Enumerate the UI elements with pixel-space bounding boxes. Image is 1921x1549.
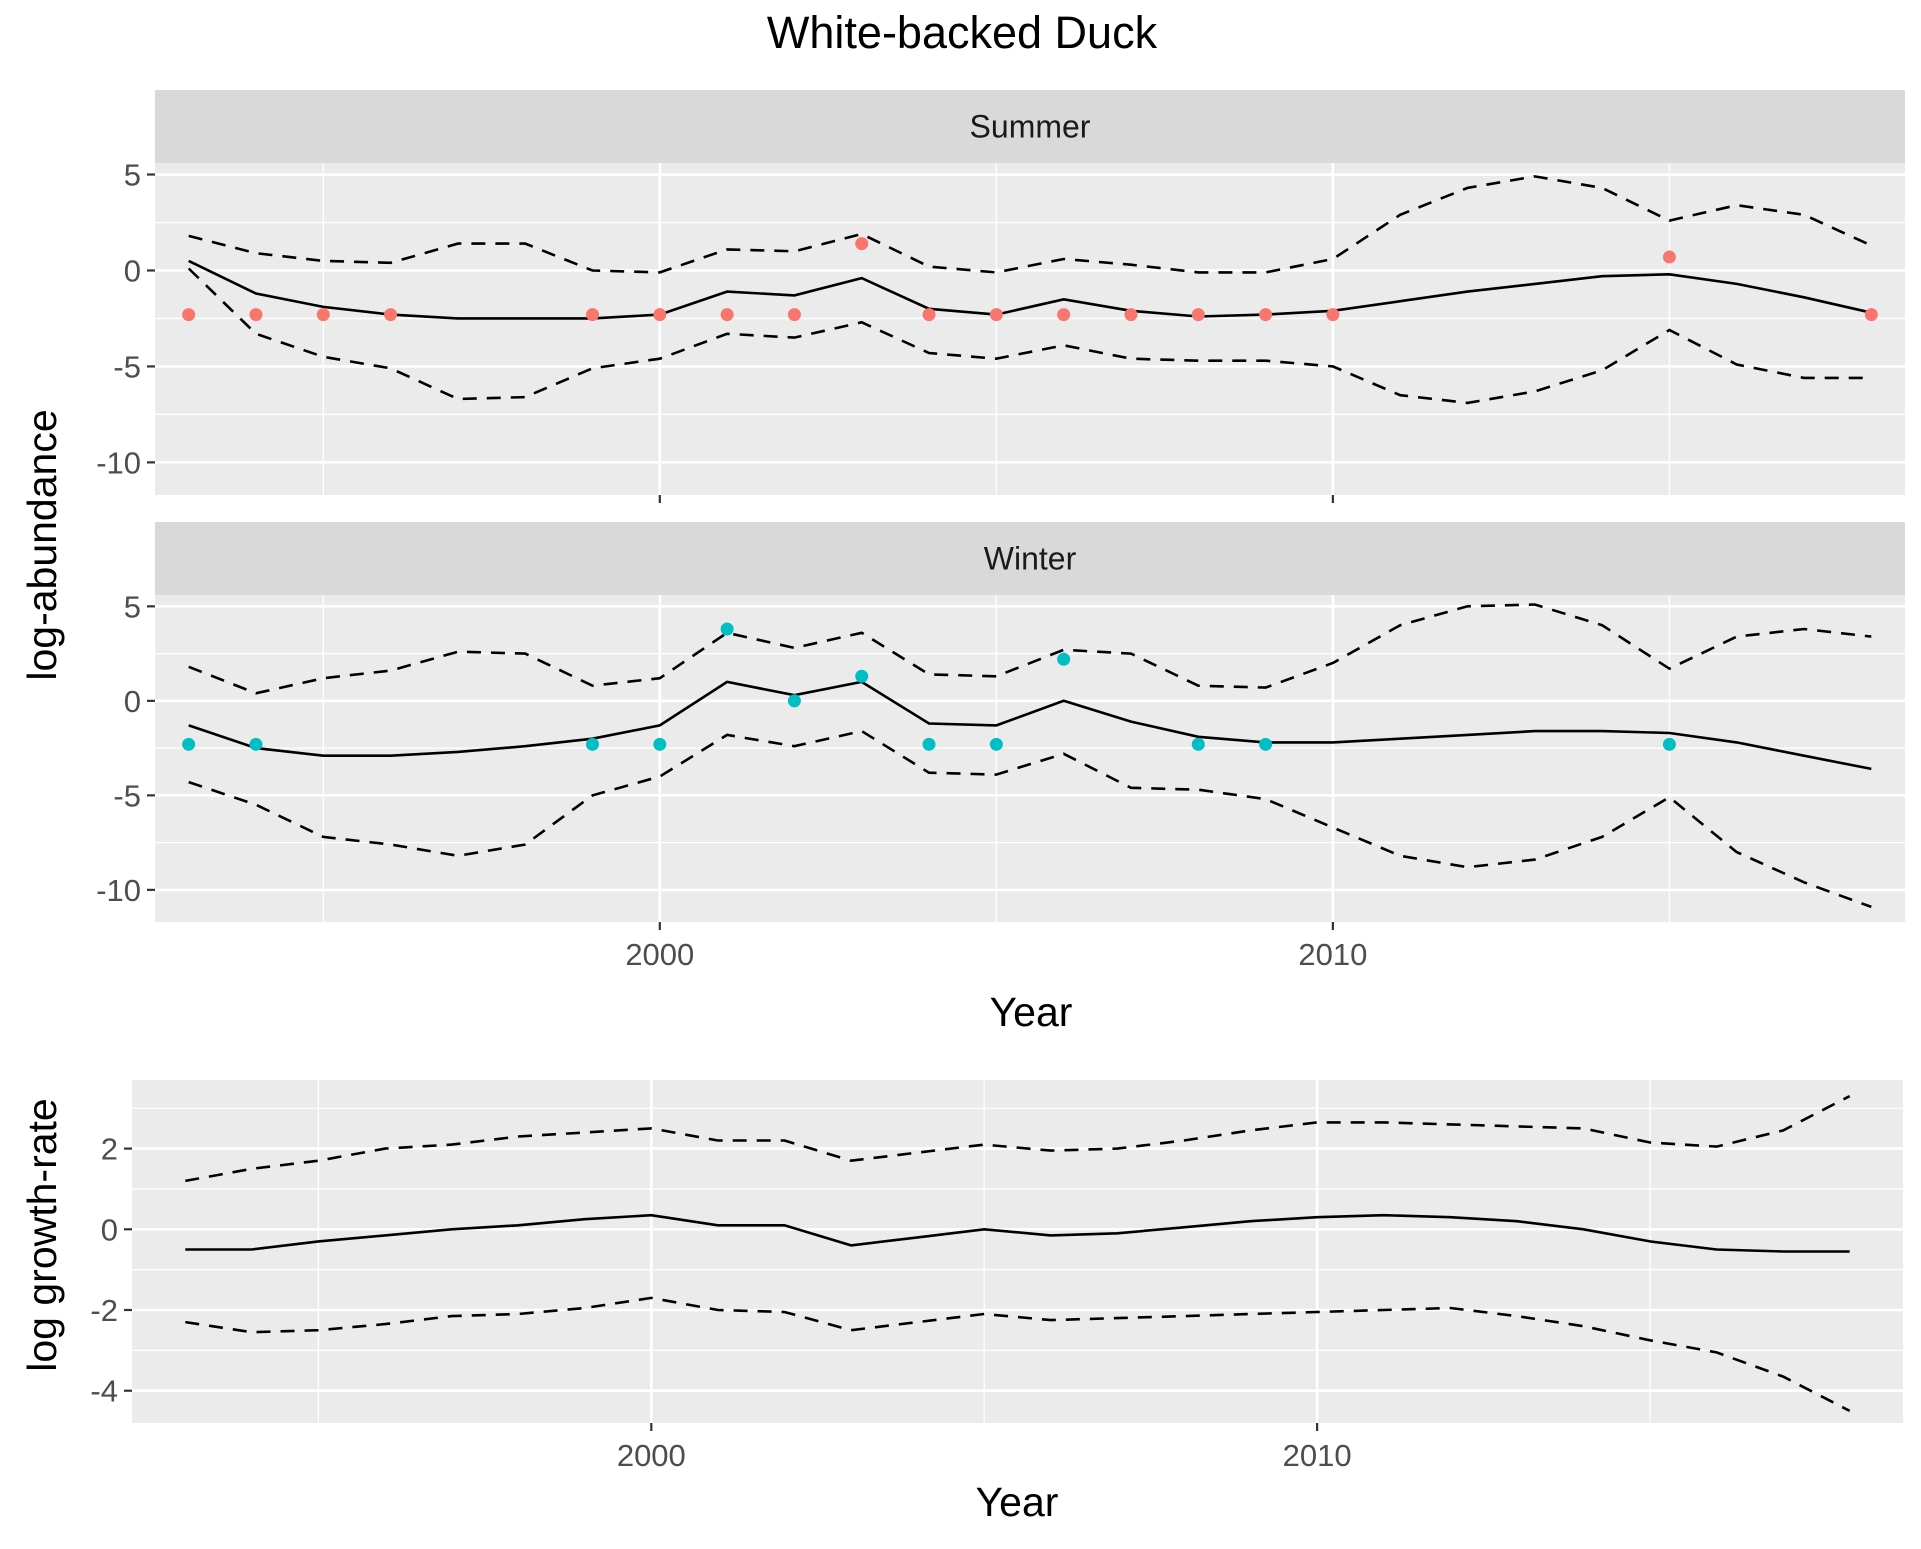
upper-line xyxy=(185,1094,1851,1183)
y-tick-label: -10 xyxy=(96,873,141,908)
panel-background xyxy=(155,595,1905,922)
observation-point xyxy=(653,308,667,322)
observation-point xyxy=(182,308,196,322)
y-tick-label: -4 xyxy=(90,1374,118,1409)
observation-point xyxy=(1662,737,1676,751)
observation-point xyxy=(1191,737,1205,751)
panel-background xyxy=(132,1080,1903,1423)
observation-point xyxy=(922,737,936,751)
lower-line xyxy=(185,1296,1851,1413)
lower-line xyxy=(188,729,1872,909)
observation-point xyxy=(1057,308,1071,322)
plot-area xyxy=(185,1094,1851,1413)
upper-line xyxy=(188,603,1872,695)
x-tick-label: 2000 xyxy=(625,937,694,972)
observation-point xyxy=(1124,308,1138,322)
facet-strip-label: Winter xyxy=(984,541,1077,577)
lower-line xyxy=(187,267,1872,405)
observation-point xyxy=(586,737,599,751)
facet-strip xyxy=(155,90,1905,163)
observation-point xyxy=(855,669,869,683)
y-tick-label: 5 xyxy=(124,158,141,193)
estimate-line xyxy=(188,680,1872,771)
facet-strip xyxy=(155,522,1905,595)
x-tick-label: 2010 xyxy=(1298,937,1367,972)
summer-panel: Summer -10 -5 0 5 xyxy=(96,90,1905,503)
observation-point xyxy=(720,308,734,322)
observation-point xyxy=(787,694,801,708)
observation-point xyxy=(586,308,599,322)
observation-point xyxy=(249,308,263,322)
plot-area xyxy=(182,175,1878,405)
observation-point xyxy=(182,737,196,751)
y-tick-label: 0 xyxy=(124,253,141,288)
y-tick-label: 0 xyxy=(101,1212,118,1247)
y-tick-label: -10 xyxy=(96,445,141,480)
observation-point xyxy=(1662,250,1676,264)
y-axis-title-growth: log growth-rate xyxy=(19,1098,65,1371)
figure-title: White-backed Duck xyxy=(767,7,1158,58)
x-tick-label: 2000 xyxy=(617,1438,686,1473)
observation-point xyxy=(989,737,1003,751)
observation-point xyxy=(249,737,263,751)
observation-point xyxy=(653,737,667,751)
observation-point xyxy=(1259,308,1273,322)
y-axis-title-abundance: log-abundance xyxy=(19,409,65,680)
plot-area xyxy=(182,603,1872,909)
observation-point xyxy=(787,308,801,322)
panel-background xyxy=(155,163,1905,495)
x-axis-title-growth: Year xyxy=(976,1479,1059,1525)
observation-point xyxy=(989,308,1003,322)
y-tick-label: -5 xyxy=(113,778,141,813)
growth-rate-panel: -4 -2 0 2 2000 2010 xyxy=(90,1080,1903,1473)
y-tick-label: 2 xyxy=(101,1132,118,1167)
y-tick-label: 0 xyxy=(124,684,141,719)
observation-point xyxy=(1259,737,1273,751)
upper-line xyxy=(188,175,1872,274)
winter-panel: Winter -10 -5 0 5 2000 2010 xyxy=(96,522,1905,972)
observation-point xyxy=(720,622,734,636)
x-tick-label: 2010 xyxy=(1283,1438,1352,1473)
observation-point xyxy=(1057,652,1071,666)
y-tick-label: 5 xyxy=(124,589,141,624)
facet-strip-label: Summer xyxy=(970,109,1091,145)
y-tick-label: -5 xyxy=(113,349,141,384)
observation-point xyxy=(1191,308,1205,322)
y-tick-label: -2 xyxy=(90,1293,118,1328)
observation-point xyxy=(384,308,398,322)
observation-point xyxy=(855,237,869,251)
observation-point xyxy=(1864,308,1878,322)
observation-point xyxy=(316,308,330,322)
estimate-line xyxy=(185,1213,1850,1253)
observation-point xyxy=(922,308,936,322)
observation-point xyxy=(1326,308,1340,322)
x-axis-title-abundance: Year xyxy=(990,989,1073,1035)
estimate-line xyxy=(188,259,1872,320)
